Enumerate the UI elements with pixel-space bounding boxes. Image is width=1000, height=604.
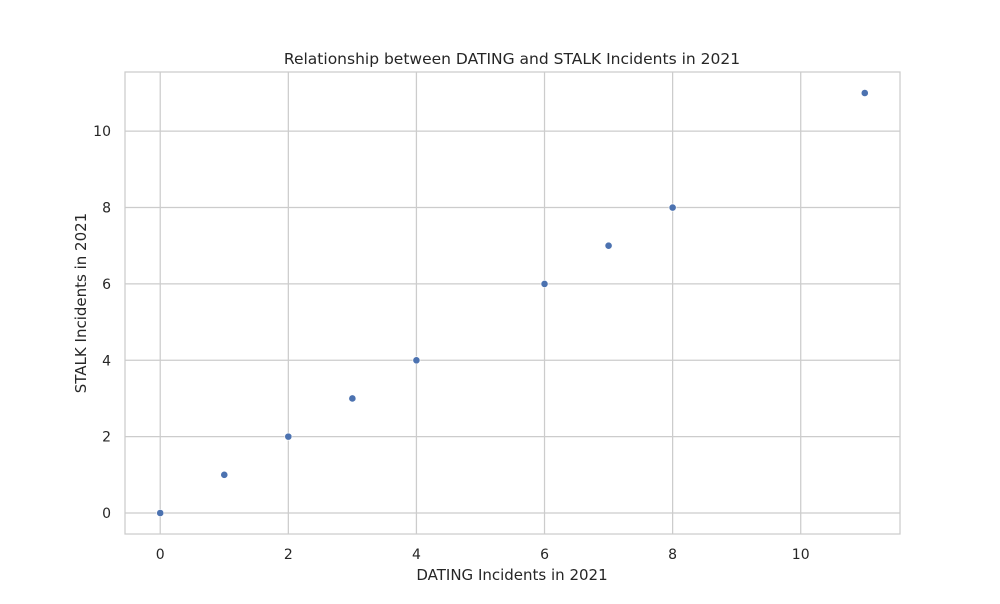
x-tick-label: 8 xyxy=(668,547,677,563)
y-tick-label: 10 xyxy=(93,124,111,140)
y-tick-label: 0 xyxy=(102,506,111,522)
y-axis-label: STALK Incidents in 2021 xyxy=(72,213,90,393)
plot-frame xyxy=(124,71,901,535)
data-point xyxy=(860,89,869,97)
x-tick-labels: 0 2 4 6 8 10 xyxy=(156,547,810,563)
data-point xyxy=(668,203,677,212)
data-point xyxy=(604,241,613,250)
x-axis-label: DATING Incidents in 2021 xyxy=(416,566,607,584)
y-tick-label: 6 xyxy=(102,277,111,293)
data-point xyxy=(156,509,165,517)
x-tick-label: 4 xyxy=(412,547,421,563)
y-tick-label: 4 xyxy=(102,353,111,369)
chart-title: Relationship between DATING and STALK In… xyxy=(284,50,740,68)
y-tick-label: 8 xyxy=(102,201,111,217)
x-tick-label: 6 xyxy=(540,547,549,563)
y-tick-label: 2 xyxy=(102,430,111,446)
x-tick-label: 0 xyxy=(156,547,165,563)
data-point xyxy=(284,432,293,441)
x-tick-label: 2 xyxy=(284,547,293,563)
data-point xyxy=(348,394,357,403)
points-layer xyxy=(156,89,869,517)
y-tick-labels: 0 2 4 6 8 10 xyxy=(93,124,111,522)
x-tick-label: 10 xyxy=(792,547,810,563)
data-point xyxy=(412,356,421,365)
data-point xyxy=(540,280,549,288)
data-point xyxy=(220,470,229,479)
grid-layer xyxy=(125,72,900,534)
